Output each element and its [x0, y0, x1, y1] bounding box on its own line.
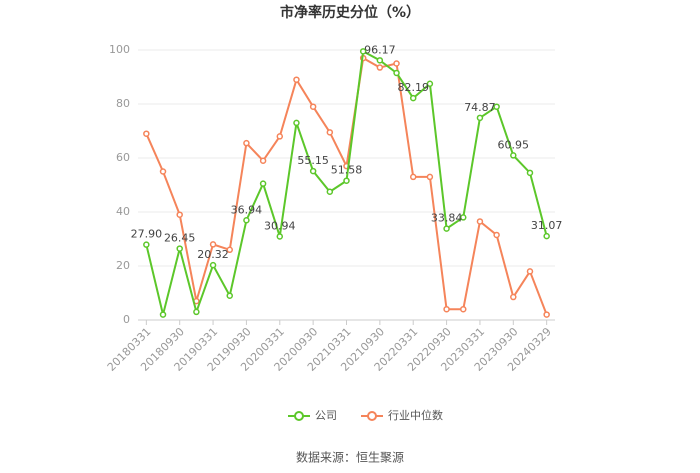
- data-point: [443, 305, 450, 313]
- data-point: [226, 292, 233, 299]
- data-point: [343, 177, 350, 184]
- data-point: [526, 169, 534, 177]
- legend-marker: [294, 411, 304, 421]
- y-tick-label: 60: [116, 151, 130, 164]
- y-tick-label: 80: [116, 97, 130, 110]
- data-point: [510, 293, 517, 301]
- data-point: [409, 173, 417, 181]
- data-point: [493, 231, 500, 239]
- data-point: [309, 167, 317, 175]
- data-point: [426, 80, 434, 87]
- data-point: [143, 241, 150, 248]
- data-point: [476, 218, 484, 225]
- data-point: [193, 308, 200, 316]
- data-point: [326, 188, 334, 195]
- y-tick-label: 100: [109, 43, 130, 56]
- data-point: [176, 211, 183, 218]
- data-point: [526, 268, 534, 275]
- data-label: 74.87: [464, 101, 496, 114]
- data-point: [409, 94, 417, 102]
- source: 数据来源：恒生聚源: [296, 450, 404, 465]
- data-point: [326, 129, 334, 136]
- data-label: 36.94: [231, 203, 263, 216]
- legend-label: 公司: [315, 409, 337, 422]
- data-point: [226, 246, 233, 254]
- data-label: 60.95: [498, 138, 530, 151]
- legend-marker: [367, 411, 377, 421]
- data-label: 27.90: [131, 228, 163, 241]
- y-tick-label: 20: [116, 259, 130, 272]
- data-point: [393, 60, 400, 67]
- data-point: [209, 241, 217, 248]
- data-point: [259, 157, 267, 164]
- data-point: [293, 76, 300, 83]
- data-label: 55.15: [297, 154, 329, 167]
- y-tick-label: 40: [116, 205, 130, 218]
- data-point: [176, 245, 183, 252]
- chart-title: 市净率历史分位（%）: [280, 4, 420, 21]
- data-label: 51.58: [331, 164, 363, 177]
- data-point: [543, 311, 550, 318]
- data-point: [309, 103, 317, 110]
- data-point: [159, 311, 167, 318]
- y-tick-label: 0: [123, 313, 130, 326]
- data-point: [460, 305, 467, 313]
- data-point: [443, 225, 450, 232]
- data-point: [293, 119, 300, 127]
- data-point: [493, 103, 500, 110]
- data-point: [243, 217, 250, 224]
- data-label: 30.94: [264, 219, 296, 232]
- data-point: [259, 180, 267, 187]
- legend-label: 行业中位数: [388, 408, 443, 422]
- data-label: 96.17: [364, 43, 396, 56]
- data-point: [209, 261, 217, 269]
- data-point: [543, 232, 550, 240]
- data-label: 26.45: [164, 232, 196, 245]
- data-point: [359, 48, 367, 55]
- data-label: 20.32: [197, 248, 229, 261]
- data-point: [393, 69, 400, 77]
- data-label: 31.07: [531, 219, 563, 232]
- data-point: [476, 114, 484, 122]
- series-line: [145, 56, 548, 315]
- data-label: 82.19: [397, 81, 429, 94]
- data-point: [159, 168, 167, 175]
- data-point: [426, 173, 434, 181]
- data-label: 33.84: [431, 212, 463, 225]
- data-point: [276, 233, 284, 240]
- data-point: [276, 133, 284, 140]
- data-point: [376, 64, 384, 71]
- data-point: [243, 139, 250, 147]
- legend-item[interactable]: 公司: [288, 409, 337, 422]
- data-point: [376, 57, 384, 64]
- data-point: [143, 130, 150, 137]
- data-point: [460, 214, 467, 221]
- data-point: [510, 152, 517, 159]
- legend-item[interactable]: 行业中位数: [361, 408, 443, 422]
